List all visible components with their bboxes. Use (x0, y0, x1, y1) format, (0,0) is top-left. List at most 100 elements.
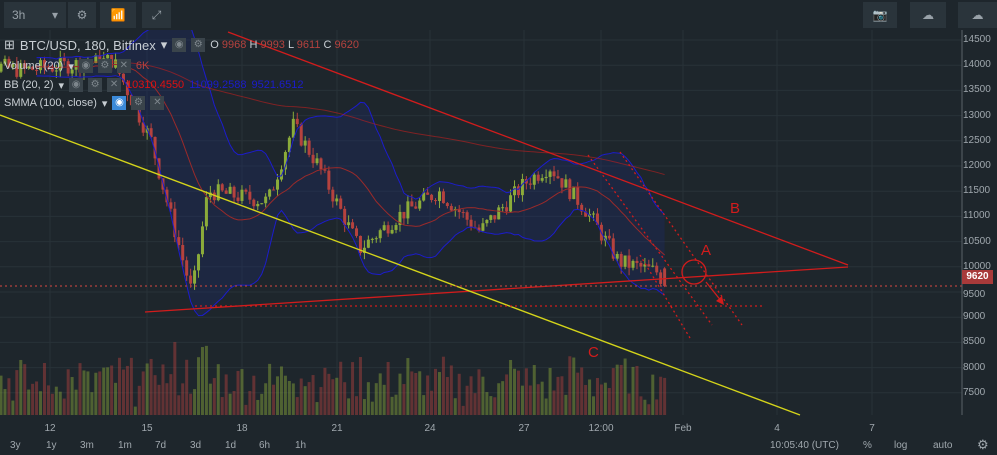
symbol-legend: ⊞ BTC/USD, 180, Bitfinex ▾ ◉ ⚙ O 9968 H 99… (4, 37, 359, 53)
volume-bar (173, 342, 177, 415)
candle-body (287, 137, 291, 153)
high-value: 9993 (260, 39, 285, 51)
candle-body (382, 225, 386, 231)
candle-body (465, 212, 469, 220)
bb-upper-line (36, 30, 665, 215)
candle-body (106, 54, 110, 59)
volume-bar (461, 405, 465, 415)
range-3d[interactable]: 3d (190, 440, 202, 451)
gear-icon[interactable]: ⚙ (97, 59, 112, 73)
price-chart[interactable] (0, 30, 997, 455)
candle-body (0, 63, 3, 72)
cloud-upload-icon[interactable]: ☁ (958, 2, 997, 28)
range-3m[interactable]: 3m (80, 440, 94, 451)
candle-body (319, 158, 323, 170)
time-tick: 24 (424, 423, 436, 434)
eye-icon[interactable]: ◉ (112, 96, 127, 110)
range-6h[interactable]: 6h (259, 440, 271, 451)
volume-bar (303, 386, 307, 415)
range-1d[interactable]: 1d (225, 440, 237, 451)
volume-bar (485, 392, 489, 415)
gear-icon[interactable]: ⚙ (191, 38, 206, 52)
settings-gear-icon[interactable]: ⚙ (977, 437, 989, 452)
volume-bar (481, 376, 485, 415)
candle-body (224, 190, 228, 194)
eye-icon[interactable]: ◉ (78, 59, 93, 73)
auto-toggle[interactable]: auto (933, 440, 953, 451)
interval-select[interactable]: 3h ▾ (4, 2, 66, 28)
candle-body (204, 197, 208, 227)
volume-bar (78, 363, 82, 415)
range-7d[interactable]: 7d (155, 440, 167, 451)
volume-bar (347, 398, 351, 415)
camera-icon[interactable]: 📷 (863, 2, 897, 28)
volume-title[interactable]: Volume (20) (4, 60, 64, 72)
cloud-download-icon[interactable]: ☁ (910, 2, 946, 28)
percent-toggle[interactable]: % (863, 440, 872, 451)
candle-body (370, 238, 374, 240)
log-toggle[interactable]: log (894, 440, 908, 451)
candle-body (165, 189, 169, 203)
candle-body (548, 171, 552, 177)
volume-bar (398, 373, 402, 415)
candle-body (260, 203, 264, 205)
chevron-down-icon: ▾ (51, 8, 58, 22)
range-3y[interactable]: 3y (10, 440, 21, 451)
volume-bar (611, 368, 615, 415)
volume-bar (528, 385, 532, 415)
volume-bar (102, 367, 106, 415)
bb-title[interactable]: BB (20, 2) (4, 79, 54, 91)
range-1y[interactable]: 1y (46, 440, 57, 451)
symbol-title[interactable]: BTC/USD, 180, Bitfinex (19, 37, 156, 53)
eye-icon[interactable]: ◉ (172, 38, 187, 52)
candle-body (27, 66, 31, 69)
volume-value: 6K (135, 60, 150, 72)
candle-body (552, 171, 556, 177)
candle-body (390, 229, 394, 234)
range-1h[interactable]: 1h (295, 440, 307, 451)
candle-body (386, 225, 390, 234)
volume-bar (129, 357, 133, 415)
fullscreen-icon[interactable]: ⤢ (142, 2, 171, 28)
candle-body (256, 203, 260, 207)
volume-bar (323, 367, 327, 415)
trendline-c (0, 114, 801, 416)
candle-body (430, 194, 434, 201)
gear-icon[interactable]: ⚙ (88, 78, 103, 92)
volume-bar (193, 389, 197, 415)
gear-icon[interactable]: ⚙ (131, 96, 146, 110)
candle-body (362, 247, 366, 253)
candle-body (315, 158, 319, 164)
close-icon[interactable]: ✕ (150, 96, 165, 110)
candle-body (489, 215, 493, 220)
volume-bar (197, 357, 201, 415)
volume-bar (165, 383, 169, 415)
volume-bar (655, 399, 659, 415)
eye-icon[interactable]: ◉ (69, 78, 84, 92)
range-1m[interactable]: 1m (118, 440, 132, 451)
gear-icon[interactable]: ⚙ (68, 2, 96, 28)
volume-bar (149, 358, 153, 415)
volume-bar (497, 383, 501, 415)
candle-body (3, 58, 7, 64)
candle-body (339, 198, 343, 209)
volume-bar (3, 389, 7, 415)
candle-body (572, 186, 576, 200)
candle-body (39, 60, 43, 71)
candle-body (564, 179, 568, 188)
indicators-icon[interactable]: 📶 (100, 2, 136, 28)
candle-body (276, 179, 280, 190)
close-icon[interactable]: ✕ (116, 59, 131, 73)
candle-body (493, 215, 497, 220)
volume-bar (505, 374, 509, 415)
volume-bar (615, 364, 619, 415)
smma-title[interactable]: SMMA (100, close) (4, 97, 97, 109)
bb-mid-line (36, 63, 665, 256)
close-icon[interactable]: ✕ (107, 78, 122, 92)
volume-bar (552, 390, 556, 415)
candle-body (149, 128, 153, 137)
volume-bar (27, 389, 31, 415)
bb-upper-value: 11099.2588 (189, 79, 247, 91)
time-tick: 7 (869, 423, 875, 434)
volume-bar (390, 396, 394, 415)
